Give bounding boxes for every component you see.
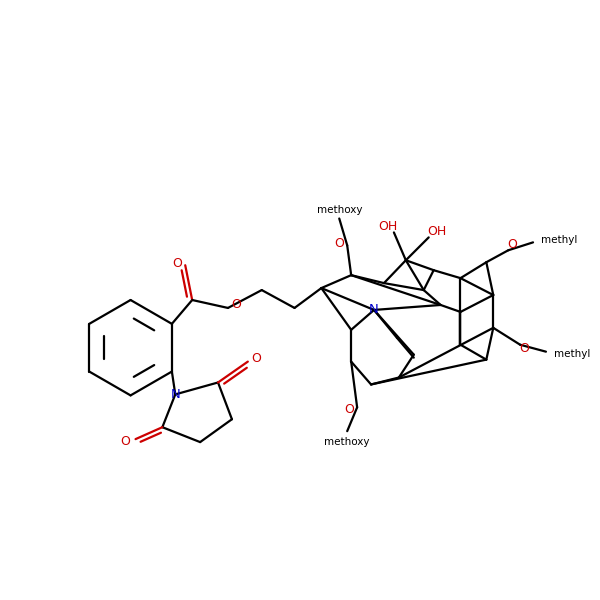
Text: N: N — [369, 304, 379, 316]
Text: OH: OH — [427, 225, 446, 238]
Text: O: O — [519, 342, 529, 355]
Text: OH: OH — [379, 220, 398, 233]
Text: methoxy: methoxy — [325, 437, 370, 447]
Text: O: O — [334, 237, 344, 250]
Text: O: O — [231, 298, 241, 311]
Text: O: O — [172, 257, 182, 270]
Text: O: O — [121, 434, 131, 448]
Text: N: N — [170, 388, 180, 401]
Text: O: O — [344, 403, 354, 416]
Text: methyl: methyl — [541, 235, 577, 245]
Text: methoxy: methoxy — [317, 205, 362, 215]
Text: methyl: methyl — [554, 349, 590, 359]
Text: O: O — [251, 352, 261, 365]
Text: O: O — [507, 238, 517, 251]
